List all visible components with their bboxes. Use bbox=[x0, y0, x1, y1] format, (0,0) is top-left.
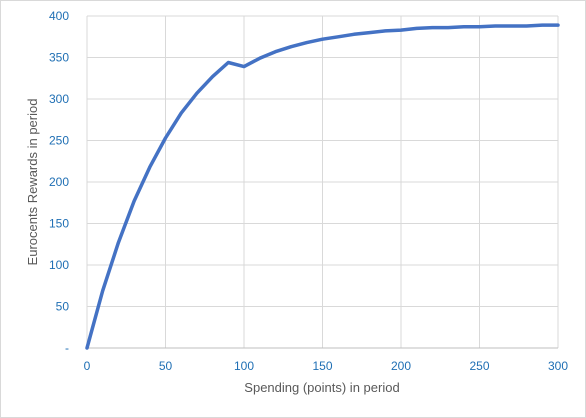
y-tick-label: 50 bbox=[56, 300, 70, 314]
y-tick-label: 350 bbox=[49, 51, 69, 65]
y-axis-title: Eurocents Rewards in period bbox=[25, 99, 40, 266]
y-tick-label: 250 bbox=[49, 134, 69, 148]
y-tick-label: 400 bbox=[49, 9, 69, 23]
x-tick-label: 100 bbox=[234, 359, 254, 373]
series-layer bbox=[85, 23, 560, 350]
y-tick-label: 150 bbox=[49, 217, 69, 231]
x-tick-label: 250 bbox=[469, 359, 489, 373]
x-tick-label: 0 bbox=[84, 359, 91, 373]
x-tick-label: 300 bbox=[548, 359, 568, 373]
y-tick-label: 200 bbox=[49, 175, 69, 189]
x-tick-label: 50 bbox=[159, 359, 173, 373]
y-axis-ticks: - 50 100 150 200 250 300 350 400 bbox=[49, 9, 69, 355]
series-line bbox=[85, 23, 560, 350]
y-tick-label: 100 bbox=[49, 258, 69, 272]
y-tick-label: - bbox=[65, 341, 69, 355]
gridlines bbox=[86, 15, 559, 349]
x-tick-label: 150 bbox=[312, 359, 332, 373]
y-tick-label: 300 bbox=[49, 92, 69, 106]
x-axis-ticks: 0 50 100 150 200 250 300 bbox=[84, 359, 569, 373]
x-axis-title: Spending (points) in period bbox=[244, 380, 399, 395]
x-tick-label: 200 bbox=[391, 359, 411, 373]
